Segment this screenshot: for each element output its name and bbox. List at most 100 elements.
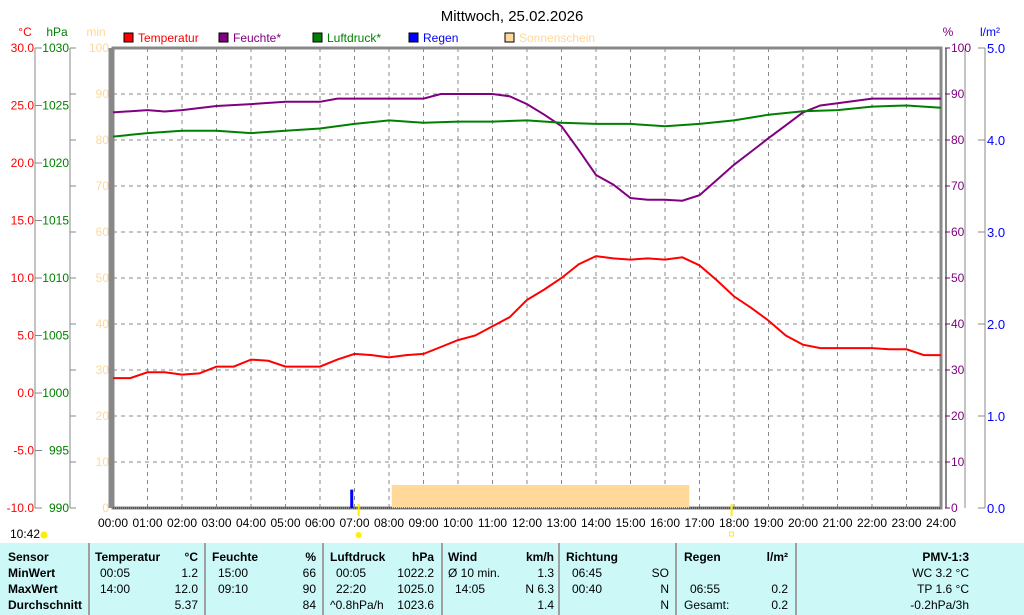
dir-avg: N [660, 598, 669, 612]
time-tick: 10:00 [443, 516, 473, 530]
sunshine-bar [473, 485, 476, 508]
sunshine-bar [536, 485, 539, 508]
time-tick: 19:00 [753, 516, 783, 530]
sunshine-bar [648, 485, 651, 508]
rain-total: 0.2 [771, 598, 788, 612]
sunshine-bar [550, 485, 553, 508]
time-tick: 01:00 [132, 516, 162, 530]
sunshine-bar [449, 485, 452, 508]
time-tick: 23:00 [891, 516, 921, 530]
sunshine-bar [567, 485, 570, 508]
sunshine-bar [679, 485, 682, 508]
current-time: 10:42 [10, 527, 40, 541]
sunshine-bar [660, 485, 663, 508]
sunshine-bar [604, 485, 607, 508]
humidity-tick: 70 [951, 179, 965, 193]
sunshine-bar [595, 485, 598, 508]
sunshine-bar [533, 485, 536, 508]
sunshine-bar [510, 485, 513, 508]
sunshine-bar [479, 485, 482, 508]
sunshine-bar [426, 485, 429, 508]
sunshine-bar [606, 485, 609, 508]
sunshine-bar [601, 485, 604, 508]
sunshine-bar [420, 485, 423, 508]
time-tick: 00:00 [98, 516, 128, 530]
press-unit: hPa [411, 550, 434, 564]
sunshine-bar [565, 485, 568, 508]
sunshine-bar [561, 485, 564, 508]
sunshine-bar [568, 485, 571, 508]
sunshine-bar [432, 485, 435, 508]
sunshine-bar [478, 485, 481, 508]
sun-tick: 30 [96, 363, 110, 377]
wind-avg10-label: Ø 10 min. [448, 566, 501, 580]
sunshine-bar [555, 485, 558, 508]
sunshine-bar [537, 485, 540, 508]
time-tick: 15:00 [615, 516, 645, 530]
sunshine-bar [643, 485, 646, 508]
sunshine-bar [465, 485, 468, 508]
sunshine-bar [639, 485, 642, 508]
temp-tick: 15.0 [11, 214, 35, 228]
hum-min-time: 15:00 [218, 566, 249, 580]
sunshine-bar [649, 485, 652, 508]
sunshine-bar [520, 485, 523, 508]
sunshine-bar [613, 485, 616, 508]
time-tick: 09:00 [408, 516, 438, 530]
sunshine-bar [486, 485, 489, 508]
sunshine-bar [644, 485, 647, 508]
sunshine-bar [665, 485, 668, 508]
sunshine-bar [529, 485, 532, 508]
time-tick: 03:00 [201, 516, 231, 530]
sunshine-bar [586, 485, 589, 508]
rain-unit: l/m² [766, 550, 788, 564]
dir-time2: 00:40 [572, 582, 603, 596]
time-tick: 02:00 [167, 516, 197, 530]
humidity-tick: 40 [951, 317, 965, 331]
sunshine-bar [396, 485, 399, 508]
sunshine-bar [664, 485, 667, 508]
legend-swatch [218, 32, 229, 43]
sunshine-bar [573, 485, 576, 508]
sunshine-bar [571, 485, 574, 508]
sunshine-bar [626, 485, 629, 508]
sunshine-bar [476, 485, 479, 508]
sunshine-bar [488, 485, 491, 508]
time-tick: 24:00 [926, 516, 956, 530]
sunshine-bar [542, 485, 545, 508]
sunshine-bar [641, 485, 644, 508]
sunshine-bar [513, 485, 516, 508]
sunshine-bar [440, 485, 443, 508]
sunshine-bar [435, 485, 438, 508]
sunshine-bar [400, 485, 403, 508]
sunset-icon [729, 531, 735, 537]
sunshine-bar [525, 485, 528, 508]
sunshine-bar [611, 485, 614, 508]
sunshine-bar [605, 485, 608, 508]
sunshine-bar [667, 485, 670, 508]
sunshine-bar [421, 485, 424, 508]
sunshine-bar [532, 485, 535, 508]
sunshine-bar [458, 485, 461, 508]
sunshine-bar [504, 485, 507, 508]
sunshine-bar [576, 485, 579, 508]
sunshine-bar [410, 485, 413, 508]
sunshine-bar [417, 485, 420, 508]
temp-tick: 20.0 [11, 156, 35, 170]
humidity-tick: 80 [951, 133, 965, 147]
sunshine-bar [411, 485, 414, 508]
sunshine-bar [616, 485, 619, 508]
sunshine-bar [607, 485, 610, 508]
hum-max: 90 [302, 582, 316, 596]
temp-tick: 10.0 [11, 271, 35, 285]
legend-label: Sonnenschein [519, 31, 595, 45]
sunshine-bar [404, 485, 407, 508]
sunshine-bar [448, 485, 451, 508]
sunshine-bar [556, 485, 559, 508]
current-time-sun-icon [40, 531, 48, 539]
time-tick: 16:00 [650, 516, 680, 530]
sunshine-bar [472, 485, 475, 508]
time-tick: 18:00 [719, 516, 749, 530]
humidity-tick: 20 [951, 409, 965, 423]
sunshine-bar [455, 485, 458, 508]
